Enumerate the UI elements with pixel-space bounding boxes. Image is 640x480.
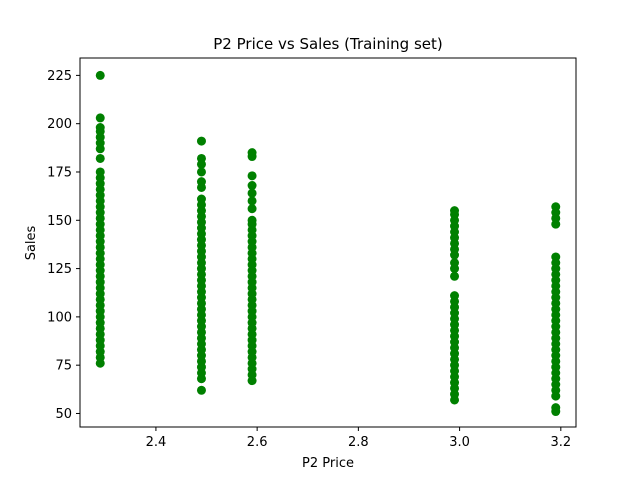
y-tick-label: 50 (55, 407, 72, 422)
y-tick-label: 150 (47, 214, 72, 229)
data-point (95, 113, 105, 123)
x-tick-label: 3.2 (550, 435, 571, 450)
x-axis-title: P2 Price (302, 456, 354, 471)
data-point (247, 181, 257, 191)
data-point (247, 196, 257, 206)
data-point (450, 206, 460, 216)
data-point (196, 167, 206, 177)
x-tick-label: 3.0 (449, 435, 470, 450)
data-point (196, 136, 206, 146)
data-point (450, 258, 460, 268)
data-point (95, 153, 105, 163)
data-point (247, 204, 257, 214)
y-tick-label: 200 (47, 117, 72, 132)
data-points-group (95, 70, 561, 417)
data-point (450, 291, 460, 301)
data-point (551, 202, 561, 212)
data-point (196, 385, 206, 395)
y-tick-label: 100 (47, 310, 72, 325)
y-axis-title: Sales (24, 225, 39, 260)
data-point (247, 215, 257, 225)
y-axis-ticks: 50 75 100 125 150 175 200 225 (47, 69, 80, 422)
y-tick-label: 175 (47, 165, 72, 180)
data-point (196, 177, 206, 187)
data-point (196, 153, 206, 163)
data-point (247, 148, 257, 158)
chart-title: P2 Price vs Sales (Training set) (213, 35, 442, 53)
data-point (247, 171, 257, 181)
y-tick-label: 125 (47, 262, 72, 277)
x-axis-ticks: 2.4 2.6 2.8 3.0 3.2 (146, 427, 571, 450)
x-tick-label: 2.6 (247, 435, 268, 450)
data-point (247, 188, 257, 198)
y-tick-label: 225 (47, 69, 72, 84)
data-point (551, 403, 561, 413)
plot-area-frame (79, 57, 577, 428)
data-point (95, 70, 105, 80)
data-point (95, 167, 105, 177)
data-point (196, 194, 206, 204)
data-point (551, 252, 561, 262)
data-point (450, 271, 460, 281)
x-tick-label: 2.8 (348, 435, 369, 450)
y-tick-label: 75 (55, 359, 72, 374)
x-tick-label: 2.4 (146, 435, 167, 450)
data-point (95, 123, 105, 133)
